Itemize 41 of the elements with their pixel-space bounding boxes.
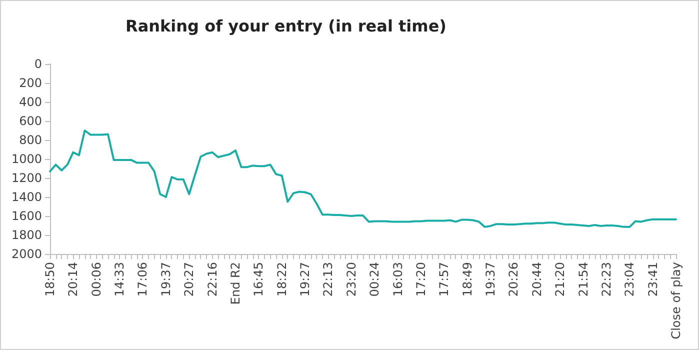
x-tick-label: 23:20 [344, 262, 358, 297]
y-tick-label: 2000 [11, 247, 42, 261]
y-tick-label: 600 [19, 114, 42, 128]
x-tick-label: 20:14 [66, 262, 80, 297]
x-tick-label: 18:22 [274, 262, 289, 297]
x-tick-label: 00:24 [368, 262, 382, 297]
x-tick-label: Close of play [669, 262, 683, 340]
x-tick-label: 16:03 [390, 262, 405, 297]
x-tick-label: 16:45 [252, 262, 266, 297]
y-tick-label: 400 [19, 95, 42, 109]
x-tick-label: 23:41 [646, 262, 660, 297]
y-tick-label: 1800 [11, 228, 42, 242]
x-tick-label: 19:37 [484, 262, 498, 297]
x-tick-label: 21:54 [576, 262, 590, 297]
x-tick-label: End R2 [228, 262, 242, 305]
y-tick-label: 1400 [11, 190, 42, 204]
chart-title: Ranking of your entry (in real time) [126, 16, 446, 36]
y-tick-label: 1600 [11, 209, 42, 223]
x-tick-label: 23:04 [622, 262, 637, 297]
x-tick-label: 00:06 [89, 262, 104, 297]
x-tick-label: 19:27 [298, 262, 312, 297]
x-tick-label: 17:06 [136, 262, 150, 297]
x-tick-label: 22:23 [599, 262, 614, 297]
x-tick-label: 18:49 [460, 262, 474, 297]
y-tick-label: 200 [19, 76, 42, 90]
y-tick-label: 800 [19, 133, 42, 147]
x-tick-label: 22:13 [321, 262, 336, 297]
x-tick-label: 14:33 [112, 262, 127, 297]
line-series [49, 130, 677, 228]
x-tick-label: 20:44 [530, 262, 544, 297]
y-tick-label: 0 [34, 57, 42, 71]
x-tick-label: 17:20 [414, 262, 428, 297]
y-tick-label: 1200 [11, 171, 42, 185]
x-tick-label: 19:37 [158, 262, 173, 297]
x-tick-label: 20:26 [506, 262, 521, 297]
x-tick-label: 22:16 [205, 262, 220, 297]
x-tick-label: 18:50 [43, 262, 57, 297]
x-tick-label: 21:20 [553, 262, 568, 297]
y-tick-label: 1000 [11, 152, 42, 166]
x-tick-label: 20:27 [182, 262, 196, 297]
x-tick-label: 17:57 [437, 262, 452, 297]
